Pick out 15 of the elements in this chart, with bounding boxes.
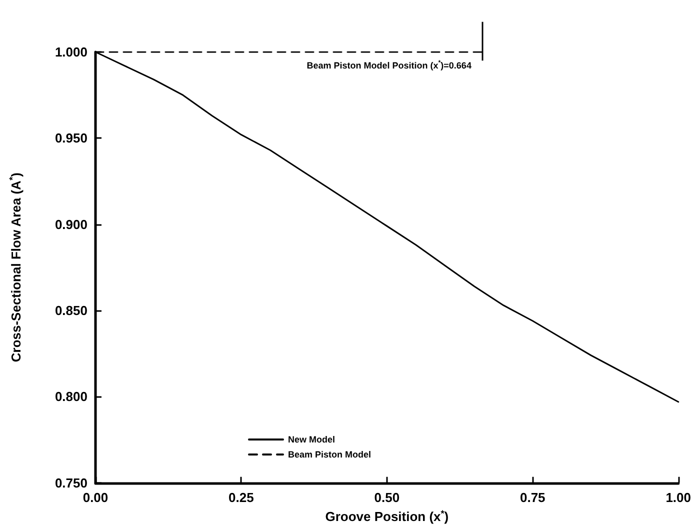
- x-tick-label: 1.00: [666, 490, 692, 505]
- x-tick-label: 0.75: [520, 490, 546, 505]
- y-tick-label: 0.750: [54, 475, 88, 490]
- y-tick-label: 0.950: [54, 130, 88, 146]
- y-tick-label: 1.000: [54, 44, 88, 60]
- y-tick-label: 0.800: [54, 389, 88, 404]
- x-tick-label: 0.25: [228, 490, 254, 505]
- x-tick-label: 0.00: [82, 490, 108, 505]
- y-tick-label: 0.900: [54, 216, 88, 232]
- x-tick-label: 0.50: [374, 490, 400, 505]
- legend-label: Beam Piston Model: [288, 450, 372, 460]
- x-axis-title: Groove Position (x*): [325, 508, 449, 524]
- y-axis-title: Cross-Sectional Flow Area (A*): [8, 172, 24, 362]
- y-tick-label: 0.850: [54, 303, 88, 318]
- legend-label: New Model: [288, 434, 336, 444]
